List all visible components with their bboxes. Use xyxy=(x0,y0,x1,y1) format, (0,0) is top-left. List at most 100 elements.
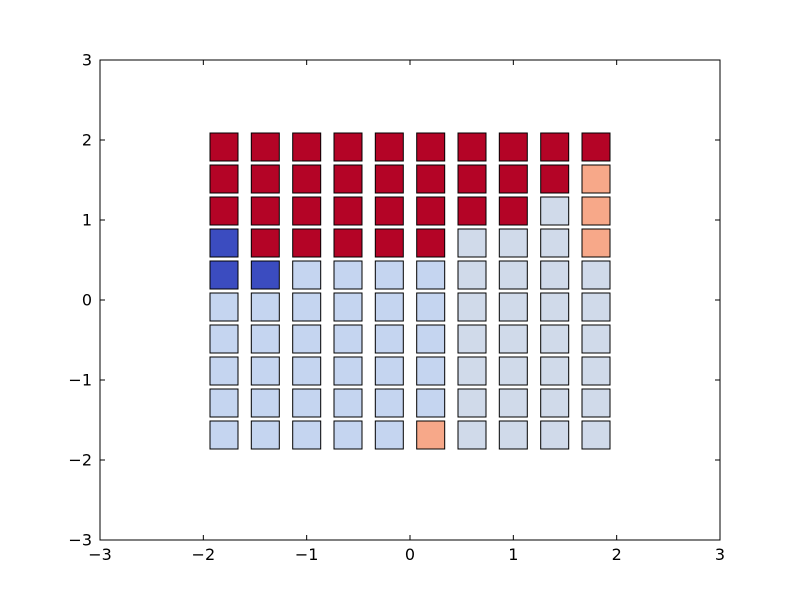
x-tick-label: −1 xyxy=(295,545,319,564)
x-tick-label: −2 xyxy=(192,545,216,564)
heatmap-cell xyxy=(209,164,239,194)
heatmap-cell xyxy=(333,356,363,386)
heatmap-cell xyxy=(416,164,446,194)
heatmap-cell xyxy=(374,292,404,322)
heatmap-cell xyxy=(540,164,570,194)
heatmap-cell xyxy=(250,164,280,194)
x-tick-label: 1 xyxy=(508,545,518,564)
heatmap-cells xyxy=(209,132,611,450)
heatmap-cell xyxy=(292,420,322,450)
heatmap-cell xyxy=(498,292,528,322)
heatmap-cell xyxy=(457,420,487,450)
heatmap-cell xyxy=(457,324,487,354)
heatmap-cell xyxy=(498,164,528,194)
heatmap-cell xyxy=(250,260,280,290)
y-tick-label: −1 xyxy=(68,371,92,390)
heatmap-cell xyxy=(540,420,570,450)
heatmap-cell xyxy=(416,132,446,162)
heatmap-cell xyxy=(540,260,570,290)
heatmap-cell xyxy=(581,420,611,450)
heatmap-cell xyxy=(581,228,611,258)
heatmap-cell xyxy=(250,228,280,258)
y-tick-label: 2 xyxy=(82,131,92,150)
heatmap-cell xyxy=(333,292,363,322)
y-tick-label: 3 xyxy=(82,51,92,70)
heatmap-cell xyxy=(292,324,322,354)
heatmap-cell xyxy=(540,132,570,162)
heatmap-cell xyxy=(250,420,280,450)
heatmap-cell xyxy=(250,196,280,226)
heatmap-cell xyxy=(416,356,446,386)
heatmap-cell xyxy=(374,132,404,162)
heatmap-cell xyxy=(374,356,404,386)
heatmap-cell xyxy=(209,292,239,322)
heatmap-cell xyxy=(292,228,322,258)
axis-tick-labels: −3−3 −2 −2 −1 −1 0 0 1 1 2 2 3 3 xyxy=(68,51,725,565)
heatmap-cell xyxy=(498,260,528,290)
heatmap-cell xyxy=(250,356,280,386)
heatmap-cell xyxy=(209,196,239,226)
heatmap-cell xyxy=(374,260,404,290)
heatmap-cell xyxy=(416,228,446,258)
heatmap-cell xyxy=(292,132,322,162)
heatmap-cell xyxy=(457,388,487,418)
heatmap-cell xyxy=(457,132,487,162)
heatmap-cell xyxy=(209,420,239,450)
heatmap-cell xyxy=(540,356,570,386)
heatmap-cell xyxy=(374,196,404,226)
x-tick-label: 0 xyxy=(405,545,415,564)
heatmap-cell xyxy=(209,356,239,386)
x-tick-label: 3 xyxy=(715,545,725,564)
heatmap-cell xyxy=(209,260,239,290)
x-tick-label: −3 xyxy=(88,545,112,564)
heatmap-cell xyxy=(333,388,363,418)
x-tick-label: 2 xyxy=(612,545,622,564)
heatmap-cell xyxy=(374,420,404,450)
heatmap-cell xyxy=(498,324,528,354)
heatmap-cell xyxy=(540,292,570,322)
heatmap-cell xyxy=(292,260,322,290)
heatmap-cell xyxy=(374,164,404,194)
heatmap-cell xyxy=(416,388,446,418)
heatmap-cell xyxy=(374,228,404,258)
heatmap-cell xyxy=(498,356,528,386)
heatmap-cell xyxy=(457,228,487,258)
heatmap-cell xyxy=(292,196,322,226)
heatmap-cell xyxy=(540,324,570,354)
heatmap-cell xyxy=(333,260,363,290)
heatmap-cell xyxy=(457,260,487,290)
heatmap-cell xyxy=(292,292,322,322)
heatmap-cell xyxy=(540,228,570,258)
heatmap-cell xyxy=(374,324,404,354)
heatmap-cell xyxy=(416,260,446,290)
heatmap-cell xyxy=(250,292,280,322)
heatmap-cell xyxy=(540,388,570,418)
heatmap-cell xyxy=(250,132,280,162)
heatmap-cell xyxy=(416,420,446,450)
heatmap-cell xyxy=(457,164,487,194)
heatmap-cell xyxy=(540,196,570,226)
heatmap-cell xyxy=(209,132,239,162)
heatmap-cell xyxy=(333,132,363,162)
heatmap-cell xyxy=(250,324,280,354)
axis-ticks xyxy=(99,59,721,541)
heatmap-cell xyxy=(498,388,528,418)
heatmap-cell xyxy=(581,196,611,226)
heatmap-cell xyxy=(333,164,363,194)
heatmap-cell xyxy=(209,324,239,354)
heatmap-cell xyxy=(498,228,528,258)
heatmap-cell xyxy=(333,228,363,258)
heatmap-cell xyxy=(416,292,446,322)
heatmap-cell xyxy=(457,292,487,322)
heatmap-cell xyxy=(581,164,611,194)
heatmap-cell xyxy=(581,292,611,322)
heatmap-cell xyxy=(250,388,280,418)
y-tick-label: −3 xyxy=(68,531,92,550)
heatmap-cell xyxy=(581,356,611,386)
heatmap-cell xyxy=(416,196,446,226)
heatmap-cell xyxy=(581,324,611,354)
heatmap-cell xyxy=(333,420,363,450)
heatmap-cell xyxy=(333,196,363,226)
